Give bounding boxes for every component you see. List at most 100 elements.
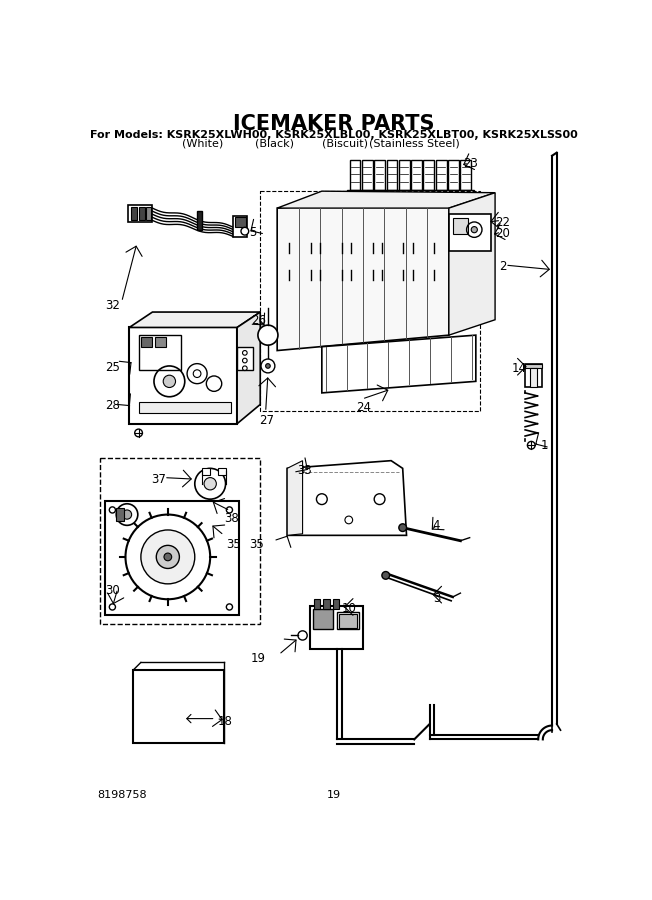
Bar bbox=[362, 160, 373, 190]
Text: ICEMAKER PARTS: ICEMAKER PARTS bbox=[233, 114, 435, 134]
Bar bbox=[387, 160, 397, 190]
Bar bbox=[449, 214, 491, 251]
Bar bbox=[133, 670, 224, 743]
Polygon shape bbox=[287, 461, 407, 536]
Circle shape bbox=[125, 515, 210, 599]
Text: For Models: KSRK25XLWH00, KSRK25XLBL00, KSRK25XLBT00, KSRK25XLSS00: For Models: KSRK25XLWH00, KSRK25XLBL00, … bbox=[90, 130, 578, 140]
Text: 4: 4 bbox=[432, 519, 439, 532]
Bar bbox=[155, 338, 166, 346]
Bar bbox=[525, 364, 542, 368]
Bar bbox=[146, 207, 151, 220]
Bar bbox=[333, 599, 339, 608]
Bar bbox=[339, 614, 357, 628]
Bar bbox=[323, 599, 329, 608]
Bar bbox=[235, 217, 246, 227]
Circle shape bbox=[123, 510, 132, 519]
Bar bbox=[218, 468, 226, 474]
Text: 32: 32 bbox=[105, 299, 119, 312]
Text: 10: 10 bbox=[342, 602, 357, 616]
Bar bbox=[314, 599, 320, 608]
Polygon shape bbox=[237, 312, 260, 424]
Bar bbox=[349, 160, 361, 190]
Text: (Biscuit): (Biscuit) bbox=[322, 139, 368, 148]
Polygon shape bbox=[277, 196, 449, 350]
Text: 18: 18 bbox=[218, 715, 233, 728]
Bar bbox=[460, 160, 471, 190]
Bar bbox=[337, 612, 359, 629]
Circle shape bbox=[163, 375, 175, 388]
Bar bbox=[139, 402, 231, 413]
Text: 37: 37 bbox=[151, 473, 166, 486]
Text: 14: 14 bbox=[511, 362, 526, 375]
Circle shape bbox=[527, 441, 535, 449]
Text: 26: 26 bbox=[251, 314, 266, 328]
Text: 20: 20 bbox=[495, 228, 510, 240]
Bar bbox=[529, 368, 537, 387]
Circle shape bbox=[141, 530, 195, 584]
Circle shape bbox=[195, 468, 226, 500]
Text: 38: 38 bbox=[224, 512, 239, 526]
Circle shape bbox=[258, 325, 278, 346]
Bar bbox=[260, 191, 480, 410]
Text: 3: 3 bbox=[434, 591, 441, 605]
Bar bbox=[452, 218, 468, 233]
Text: (White): (White) bbox=[182, 139, 223, 148]
Circle shape bbox=[261, 359, 275, 373]
Polygon shape bbox=[287, 461, 303, 536]
Bar bbox=[525, 364, 542, 387]
Text: 19: 19 bbox=[251, 652, 266, 664]
Text: (Black): (Black) bbox=[254, 139, 293, 148]
Bar bbox=[141, 338, 153, 346]
Text: 25: 25 bbox=[105, 361, 119, 374]
Bar bbox=[399, 160, 409, 190]
Bar bbox=[139, 207, 145, 220]
Bar bbox=[105, 500, 239, 615]
Bar bbox=[139, 335, 181, 370]
Bar bbox=[116, 508, 124, 521]
Circle shape bbox=[156, 545, 179, 569]
Text: 24: 24 bbox=[357, 400, 372, 414]
Text: 35: 35 bbox=[248, 537, 263, 551]
Bar bbox=[436, 160, 447, 190]
Polygon shape bbox=[449, 193, 495, 335]
Text: 35: 35 bbox=[226, 537, 241, 551]
Circle shape bbox=[298, 631, 307, 640]
Text: 27: 27 bbox=[259, 415, 274, 428]
Polygon shape bbox=[129, 312, 260, 328]
Bar bbox=[131, 207, 137, 220]
Bar bbox=[448, 160, 459, 190]
Circle shape bbox=[164, 554, 171, 561]
Bar bbox=[348, 190, 473, 196]
Polygon shape bbox=[129, 328, 237, 424]
Text: 5: 5 bbox=[248, 226, 256, 239]
Bar bbox=[310, 607, 363, 649]
Polygon shape bbox=[277, 191, 495, 208]
Bar bbox=[203, 468, 210, 474]
Bar bbox=[411, 160, 422, 190]
Bar bbox=[100, 458, 260, 624]
Text: 30: 30 bbox=[105, 584, 119, 597]
Bar bbox=[314, 609, 333, 629]
Bar bbox=[423, 160, 434, 190]
Circle shape bbox=[399, 524, 407, 532]
Text: (Stainless Steel): (Stainless Steel) bbox=[369, 139, 460, 148]
Circle shape bbox=[204, 478, 216, 490]
Text: 8198758: 8198758 bbox=[97, 790, 147, 800]
Circle shape bbox=[241, 228, 248, 235]
Text: 22: 22 bbox=[495, 216, 510, 229]
Text: 2: 2 bbox=[499, 260, 507, 274]
Circle shape bbox=[265, 364, 270, 368]
Circle shape bbox=[116, 504, 138, 526]
Polygon shape bbox=[322, 335, 476, 393]
Bar bbox=[197, 212, 201, 230]
Bar bbox=[374, 160, 385, 190]
Text: 19: 19 bbox=[327, 790, 341, 800]
Text: 1: 1 bbox=[541, 439, 548, 452]
Bar bbox=[237, 346, 252, 370]
Text: 23: 23 bbox=[463, 157, 478, 169]
Text: 33: 33 bbox=[297, 464, 312, 477]
Text: 28: 28 bbox=[105, 399, 119, 412]
Bar bbox=[128, 205, 153, 222]
Circle shape bbox=[471, 227, 477, 233]
Bar bbox=[233, 216, 247, 238]
